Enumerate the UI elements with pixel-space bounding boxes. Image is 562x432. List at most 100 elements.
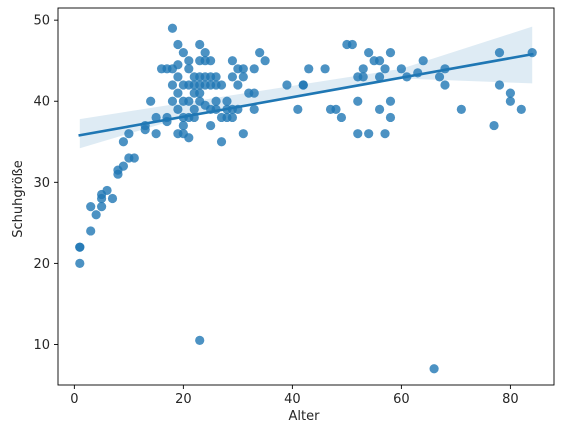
- data-point: [75, 258, 85, 268]
- y-axis-label: Schuhgröße: [11, 160, 26, 238]
- ticks-layer: 0 20 40 60 80 10 20 30 40 50: [33, 14, 518, 407]
- data-point: [282, 80, 292, 90]
- data-point: [200, 47, 210, 58]
- data-point: [124, 129, 134, 139]
- data-point: [97, 202, 107, 212]
- data-point: [173, 60, 183, 70]
- data-point: [358, 72, 368, 82]
- data-point: [173, 39, 183, 50]
- data-point: [249, 104, 259, 114]
- data-point: [364, 47, 374, 58]
- data-point: [107, 193, 118, 204]
- data-point: [184, 133, 194, 143]
- data-point: [195, 39, 205, 50]
- data-point: [336, 112, 347, 123]
- x-axis-label: Alter: [289, 409, 321, 424]
- data-point: [353, 96, 363, 106]
- data-point: [167, 96, 178, 106]
- points-layer: [75, 23, 537, 374]
- data-point: [347, 39, 357, 50]
- data-point: [118, 161, 129, 171]
- data-point: [211, 72, 221, 82]
- data-point: [374, 56, 385, 66]
- data-point: [380, 129, 390, 139]
- data-point: [238, 64, 248, 74]
- data-point: [358, 64, 368, 74]
- data-point: [216, 137, 227, 147]
- data-point: [293, 104, 303, 114]
- y-tick-label: 40: [33, 95, 50, 110]
- data-point: [151, 112, 161, 123]
- data-point: [206, 120, 216, 131]
- data-point: [227, 56, 238, 66]
- data-point: [434, 72, 445, 82]
- data-point: [238, 129, 248, 139]
- x-tick-label: 40: [284, 392, 301, 407]
- data-point: [233, 80, 243, 90]
- data-point: [151, 129, 161, 139]
- data-point: [206, 56, 216, 66]
- data-point: [353, 129, 363, 139]
- data-point: [298, 80, 308, 90]
- data-point: [364, 129, 374, 139]
- data-point: [173, 104, 183, 114]
- y-tick-label: 30: [33, 176, 50, 191]
- data-point: [385, 47, 396, 58]
- data-point: [195, 88, 205, 98]
- data-point: [380, 64, 390, 74]
- data-point: [418, 56, 428, 66]
- x-tick-label: 20: [175, 392, 192, 407]
- data-point: [178, 47, 188, 58]
- regression-line-layer: [78, 52, 534, 137]
- data-point: [238, 72, 248, 82]
- data-point: [304, 64, 314, 74]
- data-point: [173, 72, 183, 82]
- data-point: [494, 80, 505, 90]
- data-point: [189, 104, 199, 114]
- data-point: [249, 88, 259, 98]
- data-point: [494, 47, 505, 58]
- data-point: [146, 96, 156, 106]
- x-tick-label: 80: [502, 392, 519, 407]
- data-point: [86, 226, 96, 236]
- data-point: [385, 112, 396, 123]
- data-point: [456, 104, 466, 114]
- data-point: [216, 80, 227, 90]
- data-point: [227, 112, 238, 123]
- data-point: [440, 80, 450, 90]
- data-point: [320, 64, 330, 74]
- data-point: [167, 23, 178, 33]
- data-point: [429, 364, 439, 374]
- data-point: [195, 335, 205, 346]
- data-point: [173, 88, 183, 98]
- data-point: [489, 120, 499, 131]
- data-point: [260, 56, 270, 66]
- x-tick-label: 60: [393, 392, 410, 407]
- data-point: [331, 104, 341, 114]
- data-point: [86, 202, 96, 212]
- regression-line: [78, 52, 534, 137]
- data-point: [505, 88, 515, 98]
- data-point: [184, 96, 194, 106]
- data-point: [249, 64, 259, 74]
- y-tick-label: 50: [33, 14, 50, 29]
- data-point: [374, 72, 385, 82]
- data-point: [385, 96, 396, 106]
- plot-frame: [57, 7, 555, 386]
- data-point: [102, 185, 112, 196]
- data-point: [178, 120, 188, 131]
- data-point: [505, 96, 515, 106]
- data-point: [184, 56, 194, 66]
- data-point: [396, 64, 406, 74]
- axes-layer: [57, 7, 555, 386]
- data-point: [255, 47, 265, 58]
- data-point: [91, 210, 101, 220]
- data-point: [184, 64, 194, 74]
- data-point: [129, 153, 139, 163]
- x-tick-label: 0: [70, 392, 78, 407]
- data-point: [222, 96, 232, 106]
- y-tick-label: 10: [33, 338, 50, 353]
- data-point: [374, 104, 385, 114]
